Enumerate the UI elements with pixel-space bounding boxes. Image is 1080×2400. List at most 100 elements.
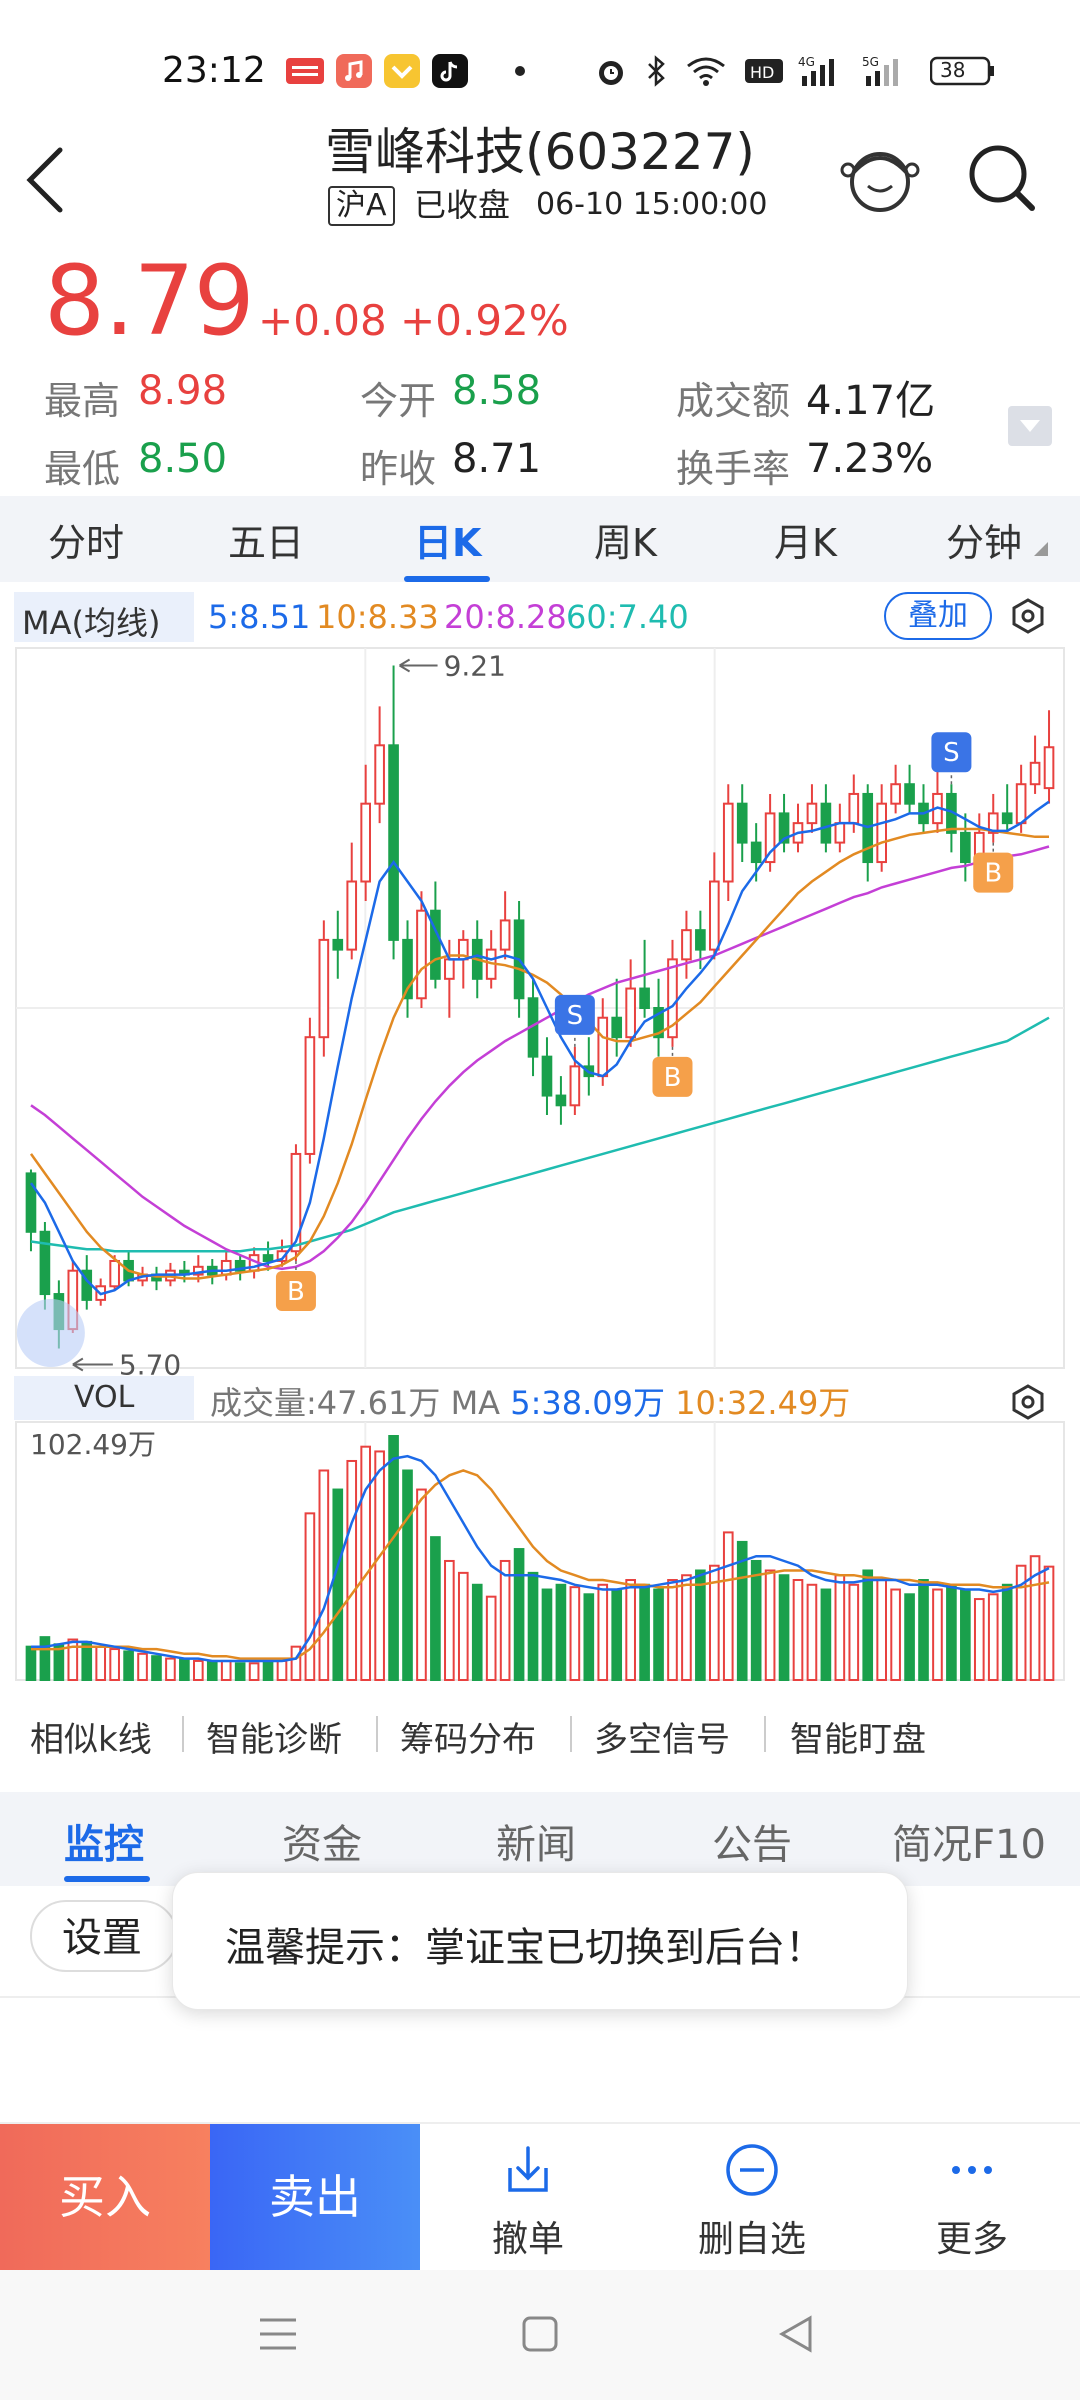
tab-intraday[interactable]: 分时 — [48, 521, 125, 565]
more-button[interactable]: 更多 — [892, 2140, 1052, 2262]
signal-text: B — [984, 859, 1002, 889]
volume-bar — [541, 1588, 553, 1681]
market-status: 已收盘 — [414, 186, 511, 224]
tool-smart-watch[interactable]: 智能盯盘 — [790, 1720, 926, 1760]
high-arrow-head — [399, 658, 411, 673]
candle — [276, 1250, 288, 1262]
volume-bar — [695, 1569, 706, 1681]
volume-bar — [932, 1588, 943, 1681]
candle — [960, 831, 971, 864]
settings-button[interactable]: 设置 — [30, 1900, 178, 1972]
buy-button[interactable]: 买入 — [0, 2124, 210, 2270]
prev-close-value: 8.71 — [452, 436, 542, 482]
high-label: 最高 — [44, 379, 121, 423]
high-label: 9.21 — [444, 650, 506, 683]
candle — [890, 783, 901, 805]
vol-settings-icon[interactable] — [1010, 1384, 1046, 1420]
vol-ma5-line — [31, 1454, 1050, 1663]
volume-bar — [918, 1579, 929, 1681]
volume-bar — [290, 1645, 302, 1682]
vol-label[interactable]: VOL — [74, 1380, 135, 1415]
candle — [611, 1016, 623, 1039]
volume-bar — [569, 1586, 581, 1681]
tab-monitor[interactable]: 监控 — [64, 1822, 144, 1868]
tab-daily-k[interactable]: 日K — [414, 521, 482, 565]
remove-watchlist-button[interactable]: 删自选 — [672, 2140, 832, 2262]
kline-chart[interactable]: 9.21 5.70 B S B S B — [0, 640, 1080, 1376]
tab-news[interactable]: 新闻 — [496, 1822, 576, 1868]
high-value: 8.98 — [138, 368, 228, 414]
candle — [430, 909, 441, 980]
dot-icon — [514, 54, 526, 88]
vol-ma10: 10:32.49万 — [675, 1384, 851, 1422]
search-icon[interactable] — [962, 138, 1042, 218]
signal-box — [931, 732, 972, 773]
tool-long-short-signal[interactable]: 多空信号 — [594, 1720, 730, 1760]
tab-funds[interactable]: 资金 — [282, 1822, 362, 1868]
tab-announcements[interactable]: 公告 — [712, 1822, 792, 1868]
menu-icon[interactable] — [256, 2314, 300, 2354]
volume-bar — [346, 1459, 358, 1681]
corner-triangle-icon — [1034, 542, 1048, 556]
tab-minute[interactable]: 分钟 — [946, 521, 1023, 565]
more-label: 更多 — [935, 2219, 1008, 2260]
candle — [290, 1152, 302, 1253]
candle — [374, 744, 385, 805]
ma-label-bg — [14, 592, 194, 642]
ma60-value: 60:7.40 — [566, 598, 689, 636]
low-value: 8.50 — [138, 436, 228, 482]
overlay-button[interactable]: 叠加 — [884, 592, 992, 640]
candle — [667, 958, 678, 1039]
tool-chip-distribution[interactable]: 筹码分布 — [400, 1720, 536, 1760]
volume-bar — [388, 1435, 399, 1681]
volume-max-label: 102.49万 — [30, 1428, 156, 1461]
tool-divider — [376, 1716, 378, 1752]
volume-bar — [248, 1662, 260, 1682]
sell-button[interactable]: 卖出 — [210, 2124, 420, 2270]
volume-bar — [890, 1588, 901, 1681]
candle — [1015, 783, 1027, 825]
cancel-order-button[interactable]: 撤单 — [448, 2140, 608, 2262]
volume-chart[interactable]: 102.49万 — [0, 1418, 1080, 1688]
back-button[interactable] — [20, 140, 80, 220]
last-price: 8.79 — [44, 245, 255, 357]
ma-label[interactable]: MA(均线) — [22, 604, 161, 642]
tab-monthly-k[interactable]: 月K — [774, 521, 837, 565]
tab-weekly-k[interactable]: 周K — [594, 521, 657, 565]
volume-bar — [709, 1564, 720, 1681]
signal-box — [973, 852, 1014, 893]
ma-settings-icon[interactable] — [1010, 598, 1046, 634]
candle — [653, 1007, 664, 1039]
tab-profile-f10[interactable]: 简况F10 — [892, 1822, 1046, 1868]
volume-bar — [987, 1593, 999, 1682]
alarm-icon — [594, 54, 628, 88]
volume-bar — [123, 1650, 134, 1682]
robot-assistant-icon[interactable] — [838, 136, 922, 220]
back-nav-icon[interactable] — [776, 2314, 816, 2354]
volume-bar — [946, 1583, 957, 1681]
home-icon[interactable] — [520, 2314, 560, 2354]
expand-quote-button[interactable] — [1008, 406, 1052, 446]
signal-text: S — [567, 1001, 584, 1031]
volume-bar — [471, 1583, 483, 1681]
candle — [834, 822, 846, 844]
status-bar: 23:12 HD 4G 5G 38 — [0, 0, 1080, 140]
tool-similar-kline[interactable]: 相似k线 — [30, 1720, 152, 1760]
volume-frame — [15, 1421, 1065, 1681]
tool-smart-diagnosis[interactable]: 智能诊断 — [206, 1720, 342, 1760]
signal-5g-icon: 5G — [862, 54, 906, 88]
volume-bar — [583, 1593, 595, 1682]
bluetooth-icon — [644, 54, 668, 88]
volume-bar — [778, 1574, 790, 1682]
chevron-left-icon — [26, 147, 63, 213]
volume-bar — [876, 1579, 887, 1681]
candle — [639, 987, 650, 1009]
tab-five-day[interactable]: 五日 — [228, 521, 305, 565]
vol-info: 成交量:47.61万 MA 5:38.09万 10:32.49万 — [210, 1378, 850, 1424]
volume-bar — [527, 1571, 539, 1681]
volume-bar — [109, 1648, 120, 1682]
candle — [876, 802, 887, 864]
active-tab-indicator — [404, 576, 490, 582]
volume-bar — [611, 1588, 623, 1681]
vol-label-bg — [14, 1376, 194, 1420]
